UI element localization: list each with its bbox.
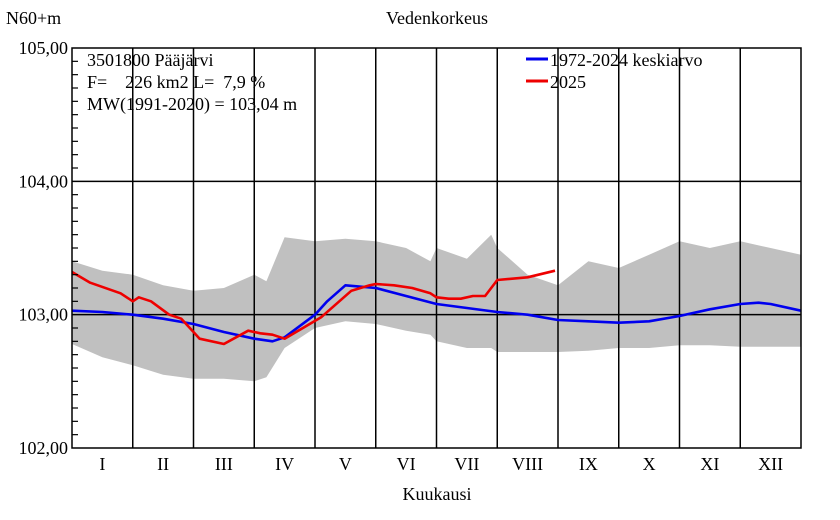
y-tick-label: 105,00 — [19, 38, 69, 58]
x-axis-title: Kuukausi — [403, 484, 472, 504]
month-label: IV — [275, 454, 294, 474]
y-axis-title: N60+m — [6, 8, 61, 28]
month-label: X — [643, 454, 656, 474]
y-tick-label: 104,00 — [19, 171, 69, 191]
legend: 1972-2024 keskiarvo 2025 — [526, 50, 702, 92]
info-station: 3501800 Pääjärvi — [87, 50, 213, 70]
y-tick-label: 102,00 — [19, 438, 69, 458]
month-label: VIII — [512, 454, 543, 474]
info-mean-water: MW(1991-2020) = 103,04 m — [87, 94, 297, 115]
y-tick-label: 103,00 — [19, 305, 69, 325]
month-label: XI — [700, 454, 719, 474]
info-area: F= 226 km2 L= 7,9 % — [87, 72, 265, 92]
grid-layer — [72, 48, 801, 448]
info-box: 3501800 Pääjärvi F= 226 km2 L= 7,9 % MW(… — [87, 50, 297, 115]
chart-title: Vedenkorkeus — [386, 8, 488, 28]
month-label: XII — [758, 454, 783, 474]
month-label: V — [339, 454, 352, 474]
month-label: I — [99, 454, 105, 474]
month-label: IX — [579, 454, 598, 474]
month-label: VI — [397, 454, 416, 474]
month-label: VII — [454, 454, 479, 474]
legend-label-2025: 2025 — [550, 72, 586, 92]
current-year-line — [71, 269, 556, 346]
series-layer — [71, 269, 802, 346]
month-label: III — [215, 454, 233, 474]
mean-line — [71, 283, 802, 343]
legend-label-mean: 1972-2024 keskiarvo — [550, 50, 702, 70]
month-label: II — [157, 454, 169, 474]
